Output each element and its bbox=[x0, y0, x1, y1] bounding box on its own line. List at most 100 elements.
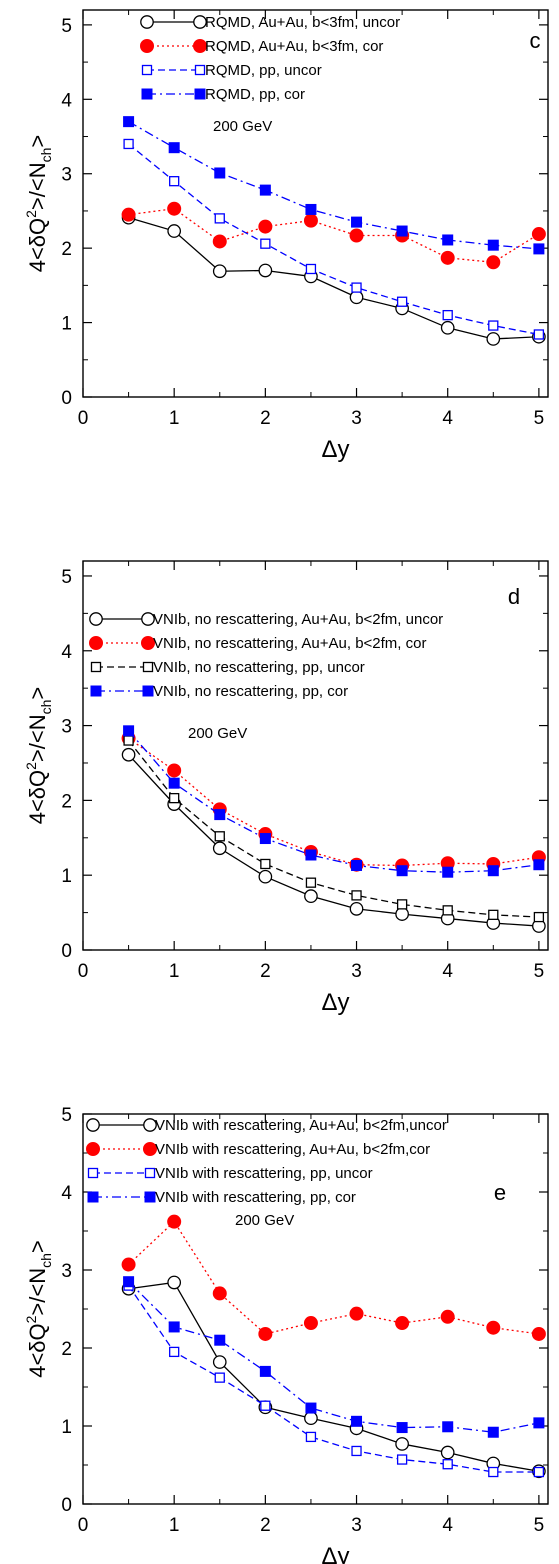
y-tick-label: 5 bbox=[61, 1105, 72, 1126]
data-point bbox=[396, 865, 408, 877]
data-point bbox=[214, 1334, 226, 1346]
data-point bbox=[351, 890, 362, 901]
series-2: RQMD, Au+Au, b<3fm, cor bbox=[121, 38, 546, 270]
legend-marker bbox=[144, 1167, 156, 1179]
y-tick-label: 0 bbox=[61, 1495, 72, 1516]
data-point bbox=[212, 841, 227, 856]
data-point bbox=[123, 725, 135, 737]
legend-marker bbox=[194, 88, 206, 100]
series-3: VNIb with rescattering, pp, uncor bbox=[87, 1165, 545, 1478]
x-tick-label: 3 bbox=[351, 408, 362, 429]
data-point bbox=[488, 1466, 499, 1478]
data-point bbox=[486, 255, 501, 270]
y-tick-label: 1 bbox=[61, 866, 72, 887]
data-point bbox=[305, 263, 317, 275]
data-point bbox=[486, 332, 501, 346]
data-point bbox=[167, 1214, 182, 1229]
data-point bbox=[442, 1459, 453, 1470]
y-tick-label: 5 bbox=[61, 567, 72, 588]
data-point bbox=[123, 1276, 135, 1288]
legend-entry: VNIb, no rescattering, pp, uncor bbox=[153, 659, 365, 676]
data-point bbox=[442, 905, 453, 916]
y-axis-label-part: 4<δQ bbox=[25, 770, 50, 824]
panel-label: e bbox=[494, 1180, 506, 1205]
series-2: VNIb with rescattering, Au+Au, b<2fm,cor bbox=[86, 1141, 546, 1341]
x-axis-label: Δy bbox=[321, 436, 349, 463]
y-axis-label-part: 2 bbox=[23, 210, 39, 218]
data-point bbox=[260, 1400, 271, 1411]
legend-entry: VNIb, no rescattering, Au+Au, b<2fm, cor bbox=[153, 635, 426, 652]
y-tick-label: 3 bbox=[61, 1261, 72, 1282]
data-point bbox=[533, 1417, 545, 1429]
y-tick-label: 4 bbox=[61, 90, 72, 111]
data-point bbox=[121, 747, 136, 762]
data-point bbox=[442, 866, 454, 878]
data-point bbox=[305, 1431, 317, 1443]
data-point bbox=[440, 1309, 455, 1324]
legend-entry: VNIb with rescattering, pp, uncor bbox=[155, 1165, 373, 1182]
data-point bbox=[168, 142, 180, 154]
y-axis-label-part: ch bbox=[38, 1253, 54, 1268]
x-tick-label: 5 bbox=[534, 1515, 545, 1536]
data-point bbox=[258, 1326, 273, 1341]
data-point bbox=[304, 889, 318, 903]
legend-marker bbox=[90, 661, 102, 673]
data-point bbox=[349, 902, 364, 916]
series-3: VNIb, no rescattering, pp, uncor bbox=[90, 659, 545, 923]
data-point bbox=[214, 167, 226, 179]
legend-marker bbox=[193, 39, 207, 53]
x-tick-label: 4 bbox=[442, 961, 453, 982]
series-1: VNIb with rescattering, Au+Au, b<2fm,unc… bbox=[86, 1117, 546, 1479]
y-axis-label-part: >/<N bbox=[25, 162, 50, 210]
series-4: RQMD, pp, cor bbox=[123, 86, 545, 255]
y-axis-label: 4<δQ2>/<Nch> bbox=[23, 135, 54, 273]
legend-marker bbox=[140, 39, 154, 53]
legend-marker bbox=[142, 685, 154, 697]
data-point bbox=[533, 911, 545, 923]
data-point bbox=[121, 1257, 136, 1272]
data-point bbox=[258, 219, 273, 234]
data-point bbox=[533, 1466, 545, 1478]
x-tick-label: 3 bbox=[351, 961, 362, 982]
data-point bbox=[121, 207, 136, 222]
data-point bbox=[169, 1346, 180, 1358]
legend-entry: VNIb with rescattering, Au+Au, b<2fm,unc… bbox=[155, 1117, 447, 1134]
series-4: VNIb with rescattering, pp, cor bbox=[87, 1189, 545, 1438]
data-point bbox=[169, 792, 180, 804]
x-tick-label: 0 bbox=[78, 1515, 89, 1536]
data-point bbox=[258, 263, 273, 278]
data-point bbox=[396, 225, 408, 237]
data-point bbox=[488, 320, 499, 331]
legend-marker bbox=[140, 15, 154, 29]
series-line bbox=[128, 121, 539, 250]
data-point bbox=[351, 216, 363, 228]
data-point bbox=[303, 213, 318, 228]
data-point bbox=[305, 877, 317, 888]
data-point bbox=[260, 858, 271, 870]
data-point bbox=[442, 234, 454, 246]
y-tick-label: 2 bbox=[61, 239, 72, 260]
data-point bbox=[440, 1445, 455, 1460]
x-axis-label: Δy bbox=[321, 1543, 349, 1564]
x-tick-label: 2 bbox=[260, 961, 271, 982]
legend-marker bbox=[143, 1142, 157, 1156]
y-axis-label-part: 4<δQ bbox=[25, 218, 50, 272]
data-point bbox=[214, 809, 226, 821]
legend-marker bbox=[141, 612, 155, 626]
data-point bbox=[259, 833, 271, 845]
x-tick-label: 5 bbox=[534, 961, 545, 982]
data-point bbox=[395, 1437, 409, 1451]
series-line bbox=[128, 1220, 539, 1335]
data-point bbox=[396, 899, 408, 910]
series-line bbox=[128, 740, 539, 918]
y-axis-label-part: >/<N bbox=[25, 1268, 50, 1316]
legend-entry: RQMD, pp, uncor bbox=[205, 62, 322, 79]
data-point bbox=[169, 176, 180, 187]
legend-marker bbox=[90, 685, 102, 697]
data-point bbox=[351, 282, 362, 293]
energy-annotation: 200 GeV bbox=[188, 725, 247, 742]
data-point bbox=[168, 777, 180, 789]
data-point bbox=[396, 1422, 408, 1434]
